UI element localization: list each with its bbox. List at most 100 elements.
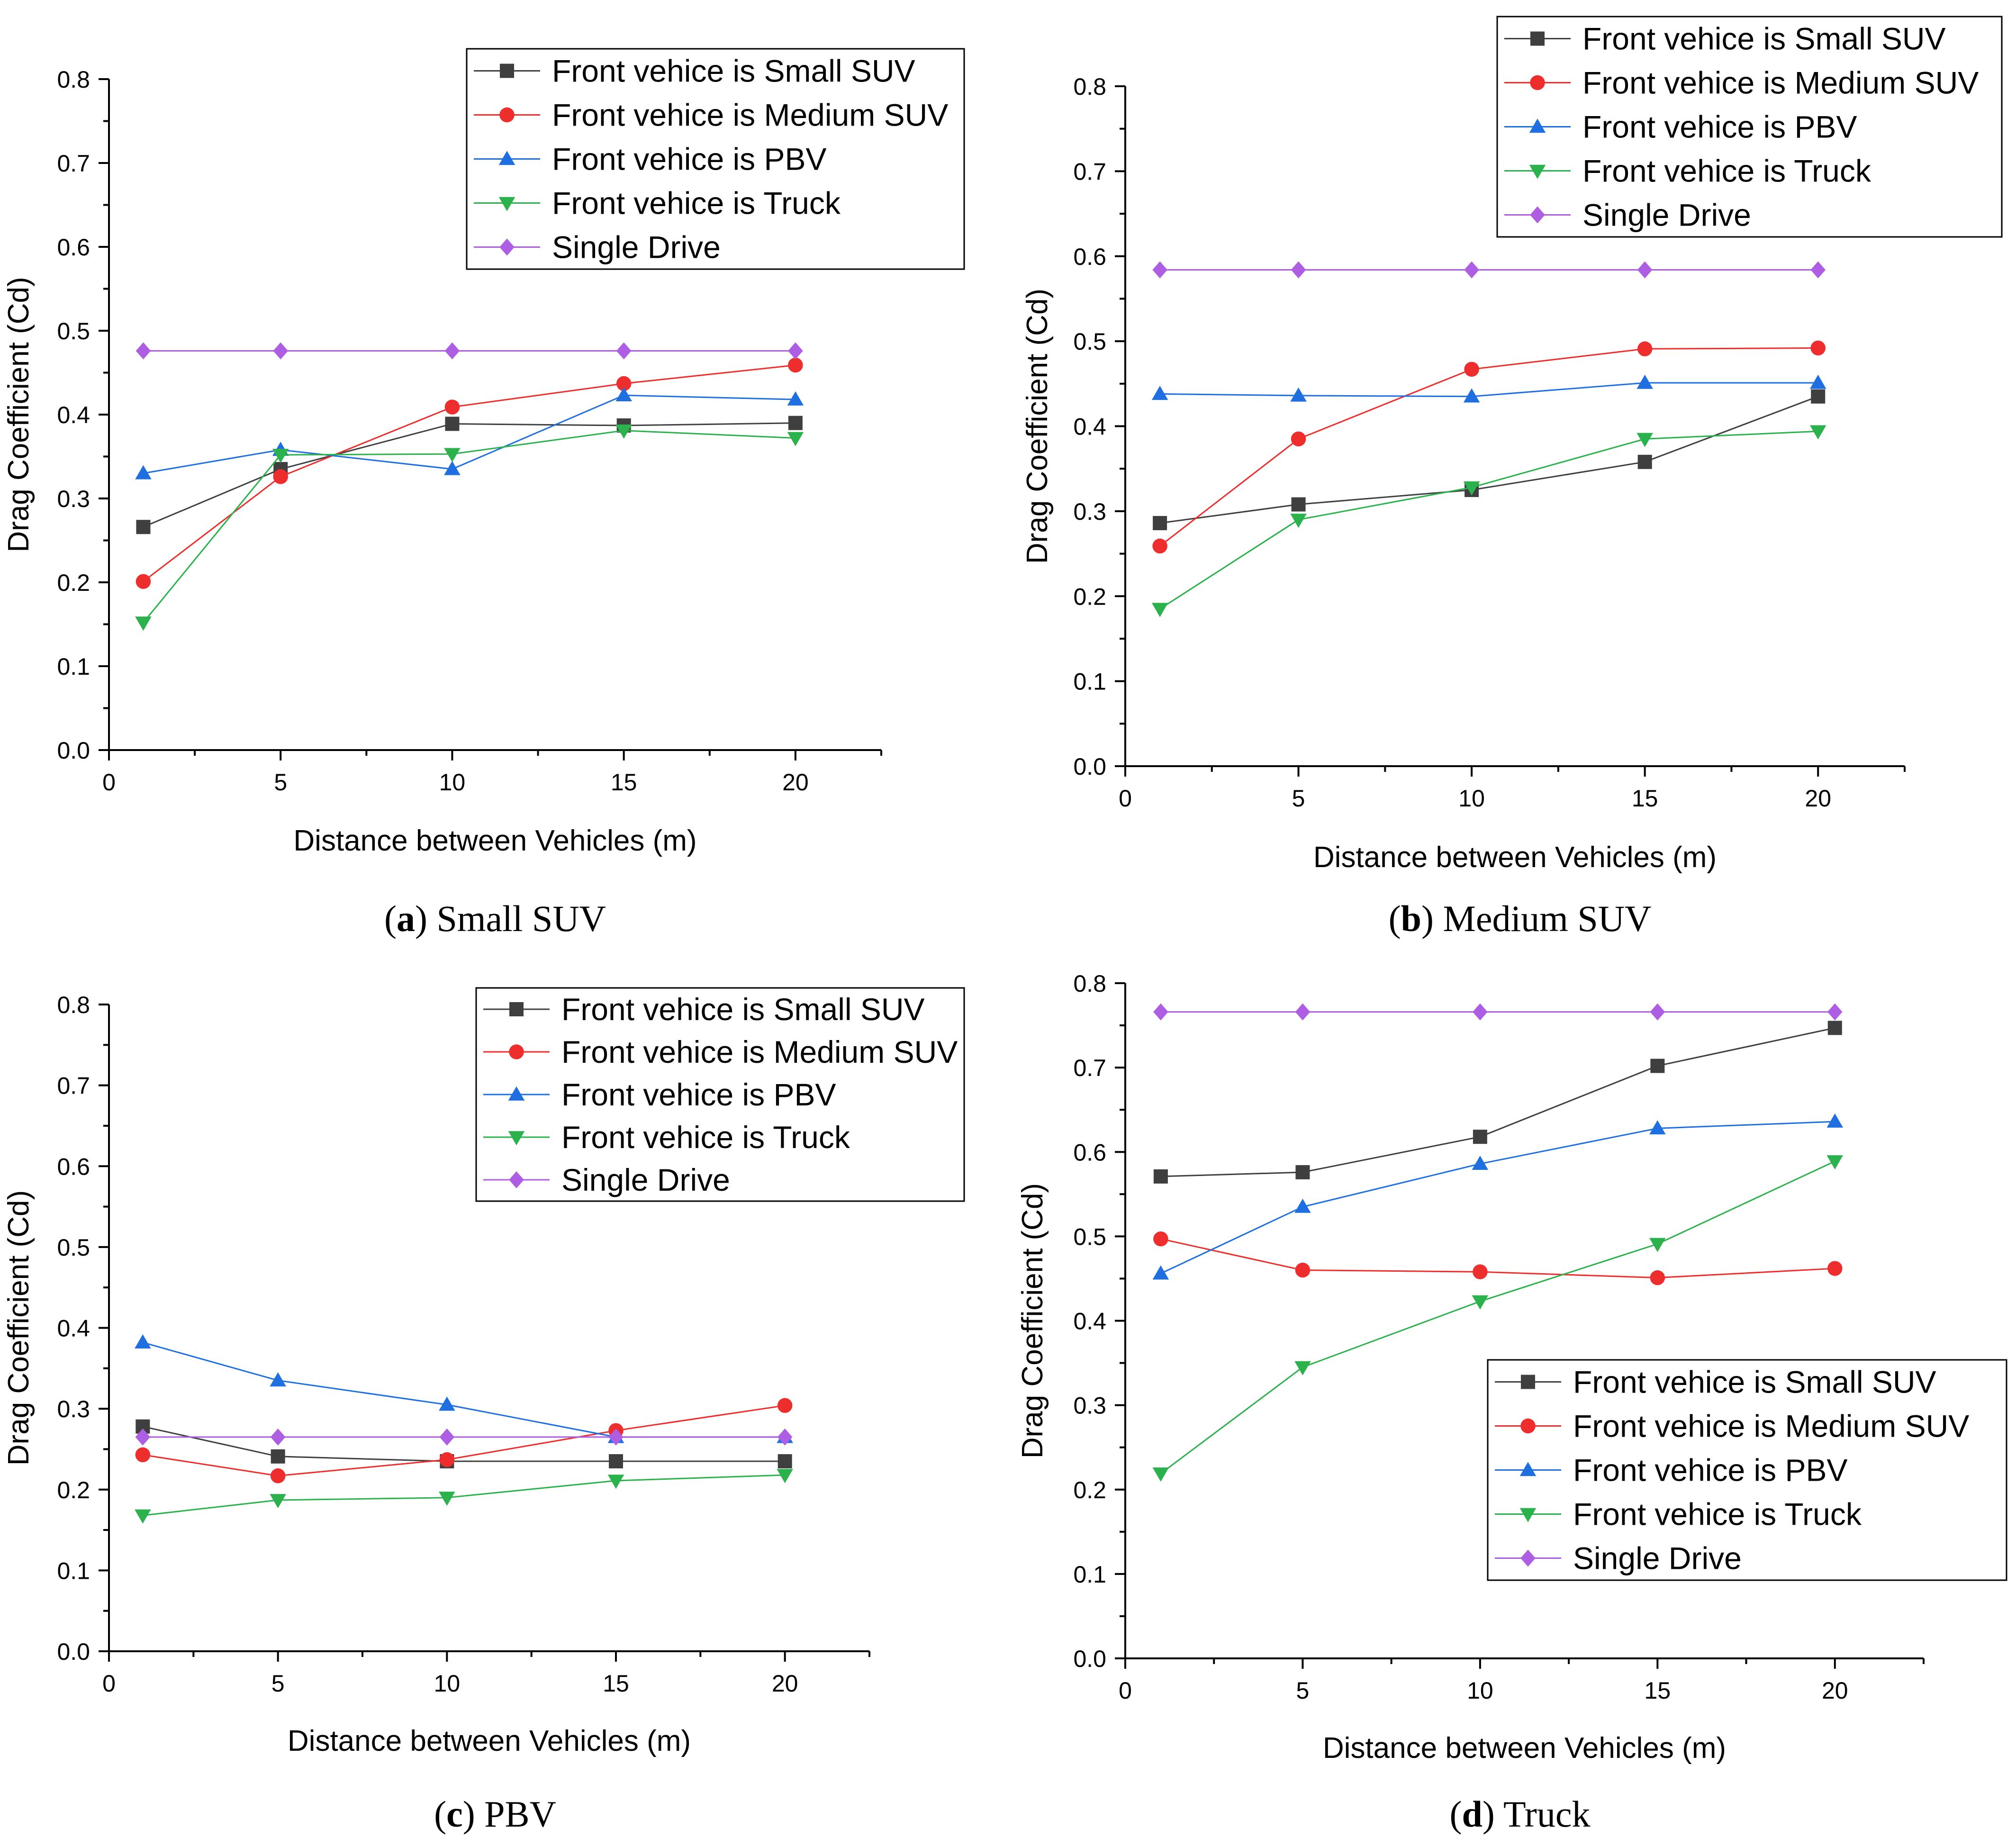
legend-marker	[498, 151, 515, 165]
y-tick-label: 0.8	[57, 992, 90, 1018]
legend-marker	[1529, 164, 1546, 179]
data-point	[439, 1452, 455, 1467]
series-diamond	[136, 342, 803, 360]
data-point	[1151, 386, 1168, 400]
data-point	[444, 399, 460, 415]
x-tick-label: 0	[102, 769, 116, 796]
data-point	[1291, 497, 1306, 512]
legend-label: Single Drive	[552, 230, 721, 265]
data-point	[1636, 374, 1653, 389]
data-point	[1152, 538, 1167, 554]
chart-panel-b: 0.0 0.1 0.2 0.3 0.4 0.5 0.6 0.7 0.8 0 5 10 15 20 Dista…	[1021, 16, 2003, 939]
data-point	[777, 1454, 792, 1469]
legend-marker	[500, 63, 514, 78]
data-point	[1827, 1003, 1843, 1021]
y-axis-label: Drag Coefficient (Cd)	[2, 277, 35, 552]
legend-label: Front vehice is PBV	[561, 1077, 836, 1112]
legend-box	[1496, 16, 2003, 238]
caption-close-paren: )	[463, 1793, 484, 1835]
data-point	[135, 1509, 151, 1524]
y-tick-label: 0.0	[57, 737, 90, 764]
legend-label: Front vehice is Medium SUV	[1573, 1409, 1969, 1444]
series-square	[136, 1419, 792, 1469]
series-line	[1160, 1121, 1835, 1275]
x-tick-label: 20	[1805, 785, 1831, 812]
legend-label: Front vehice is Truck	[552, 186, 841, 221]
x-tick-label: 10	[1458, 785, 1485, 812]
caption-text: Medium SUV	[1443, 898, 1652, 939]
data-point	[1650, 1003, 1665, 1021]
data-point	[135, 1428, 151, 1446]
data-point	[1472, 1295, 1489, 1310]
y-tick-label: 0.1	[1073, 1561, 1106, 1588]
data-point	[270, 1494, 286, 1509]
legend-marker	[499, 107, 515, 123]
x-axis-label: Distance between Vehicles (m)	[293, 824, 696, 857]
data-point	[1827, 1261, 1843, 1276]
series-triangle-down	[135, 424, 804, 631]
series-line	[143, 422, 796, 528]
data-point	[616, 376, 632, 391]
caption-text: PBV	[484, 1793, 556, 1835]
chart-panel-c: 0.0 0.1 0.2 0.3 0.4 0.5 0.6 0.7 0.8 0 5 10 15 20 Dista…	[2, 987, 965, 1835]
legend-label: Front vehice is Small SUV	[561, 992, 925, 1027]
legend-marker	[1521, 1375, 1535, 1389]
caption-letter: c	[446, 1793, 463, 1835]
y-tick-label: 0.6	[57, 234, 90, 261]
data-point	[788, 357, 803, 373]
legend-marker	[1530, 75, 1545, 90]
data-point	[444, 448, 461, 462]
data-point	[1472, 1155, 1489, 1170]
y-tick-label: 0.3	[1073, 1393, 1106, 1419]
series-triangle-down	[135, 1469, 793, 1524]
x-tick-label: 20	[772, 1670, 798, 1697]
x-tick-label: 15	[611, 769, 637, 796]
legend-label: Front vehice is PBV	[1582, 109, 1857, 145]
series-line	[142, 1341, 785, 1438]
data-point	[1637, 454, 1652, 469]
y-tick-label: 0.4	[57, 402, 90, 428]
legend: Front vehice is Small SUV Front vehice is…	[1487, 1359, 2007, 1581]
series-line	[143, 1474, 785, 1516]
x-tick-label: 15	[603, 1670, 629, 1697]
y-axis-label: Drag Coefficient (Cd)	[1021, 289, 1054, 564]
y-tick-label: 0.2	[57, 570, 90, 596]
data-point	[787, 391, 804, 406]
series-circle	[136, 357, 803, 589]
x-tick-label: 5	[274, 769, 287, 796]
data-point	[135, 1334, 151, 1348]
legend: Front vehice is Small SUV Front vehice is…	[466, 48, 965, 270]
legend-marker	[509, 1171, 524, 1188]
data-point	[788, 342, 803, 360]
series-square	[1153, 1021, 1842, 1184]
series-circle	[1153, 1231, 1843, 1285]
series-triangle-up	[135, 387, 804, 480]
series-triangle-up	[1152, 1113, 1844, 1280]
legend-label: Front vehice is Small SUV	[552, 54, 915, 89]
legend: Front vehice is Small SUV Front vehice is…	[475, 987, 965, 1202]
y-tick-label: 0.6	[1073, 1139, 1106, 1166]
series-triangle-down	[1152, 1155, 1844, 1482]
y-tick-label: 0.7	[1073, 158, 1106, 185]
x-axis-label: Distance between Vehicles (m)	[1323, 1732, 1726, 1765]
data-point	[1294, 1361, 1311, 1375]
legend-marker	[1529, 118, 1546, 133]
data-point	[1637, 261, 1653, 279]
y-tick-label: 0.8	[1073, 73, 1106, 100]
data-point	[1152, 1265, 1169, 1280]
series-line	[1160, 1027, 1835, 1177]
legend-label: Front vehice is Truck	[561, 1120, 850, 1155]
data-point	[1649, 1120, 1666, 1135]
data-point	[1650, 1270, 1665, 1285]
data-point	[777, 1428, 793, 1446]
series-line	[143, 1404, 785, 1477]
series-line	[1160, 1238, 1835, 1279]
legend-marker	[1530, 31, 1545, 46]
data-point	[1153, 516, 1167, 530]
chart-panel-d: 0.0 0.1 0.2 0.3 0.4 0.5 0.6 0.7 0.8 0 5 10 15 20 Dista…	[1016, 970, 2007, 1835]
panel-caption: (c) PBV	[434, 1793, 556, 1835]
data-point	[1291, 431, 1306, 447]
series-triangle-up	[135, 1334, 793, 1443]
legend-label: Single Drive	[1573, 1541, 1742, 1576]
